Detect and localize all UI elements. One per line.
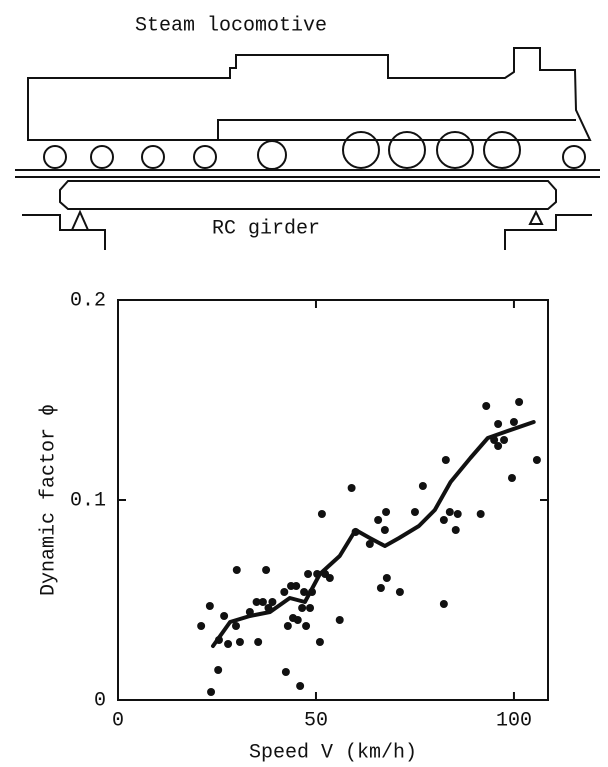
data-point xyxy=(252,598,261,606)
chart: 0 50 100 0 0.1 0.2 Speed V (km/h) Dynamic facto… xyxy=(37,289,549,764)
data-point xyxy=(268,598,277,606)
data-point xyxy=(258,598,267,606)
data-point xyxy=(439,600,448,608)
data-point xyxy=(224,640,233,648)
data-point xyxy=(500,436,509,444)
girder-label: RC girder xyxy=(212,217,320,240)
rails xyxy=(15,169,600,178)
x-tick-label: 100 xyxy=(496,709,532,732)
data-point xyxy=(347,484,356,492)
data-point xyxy=(374,516,383,524)
data-point xyxy=(439,516,448,524)
data-point xyxy=(298,604,307,612)
data-point xyxy=(197,622,206,630)
data-point xyxy=(382,574,391,582)
data-point xyxy=(300,588,309,596)
data-point xyxy=(509,418,518,426)
boiler-line xyxy=(217,119,576,140)
data-point xyxy=(395,588,404,596)
data-point xyxy=(214,666,223,674)
data-point xyxy=(292,582,301,590)
wheels xyxy=(43,131,586,170)
girder xyxy=(59,180,557,210)
data-point xyxy=(494,442,503,450)
data-point xyxy=(476,510,485,518)
data-point xyxy=(254,638,263,646)
data-point xyxy=(380,526,389,534)
y-axis-label: Dynamic factor ϕ xyxy=(37,404,60,596)
data-point xyxy=(317,510,326,518)
data-point xyxy=(482,402,491,410)
abutments xyxy=(22,214,592,250)
data-point xyxy=(532,456,541,464)
data-point xyxy=(231,622,240,630)
data-point xyxy=(304,570,313,578)
data-point xyxy=(296,682,305,690)
data-point xyxy=(515,398,524,406)
data-point xyxy=(306,604,315,612)
y-tick-label: 0 xyxy=(94,689,106,712)
data-point xyxy=(315,638,324,646)
data-point xyxy=(382,508,391,516)
data-point xyxy=(293,616,302,624)
data-point xyxy=(376,584,385,592)
data-point xyxy=(441,456,450,464)
locomotive-body xyxy=(27,47,592,141)
data-point xyxy=(325,574,334,582)
data-point xyxy=(235,638,244,646)
x-axis-label: Speed V (km/h) xyxy=(249,741,417,764)
data-point xyxy=(220,612,229,620)
data-point xyxy=(281,668,290,676)
data-point xyxy=(453,510,462,518)
x-tick-label: 0 xyxy=(112,709,124,732)
data-point xyxy=(410,508,419,516)
data-point xyxy=(418,482,427,490)
plot-frame xyxy=(117,299,549,701)
data-point xyxy=(494,420,503,428)
data-point xyxy=(280,588,289,596)
data-point xyxy=(335,616,344,624)
data-point xyxy=(451,526,460,534)
locomotive-label: Steam locomotive xyxy=(135,14,327,37)
data-point xyxy=(232,566,241,574)
data-point xyxy=(205,602,214,610)
data-point xyxy=(283,622,292,630)
y-tick-label: 0.2 xyxy=(70,289,106,312)
data-point xyxy=(507,474,516,482)
x-tick-label: 50 xyxy=(304,709,328,732)
data-point xyxy=(365,540,374,548)
data-point xyxy=(302,622,311,630)
data-point xyxy=(445,508,454,516)
trend-line xyxy=(211,420,536,648)
y-tick-label: 0.1 xyxy=(70,489,106,512)
data-point xyxy=(207,688,216,696)
data-point xyxy=(262,566,271,574)
locomotive-diagram: Steam locomotive RC girder xyxy=(15,14,600,250)
